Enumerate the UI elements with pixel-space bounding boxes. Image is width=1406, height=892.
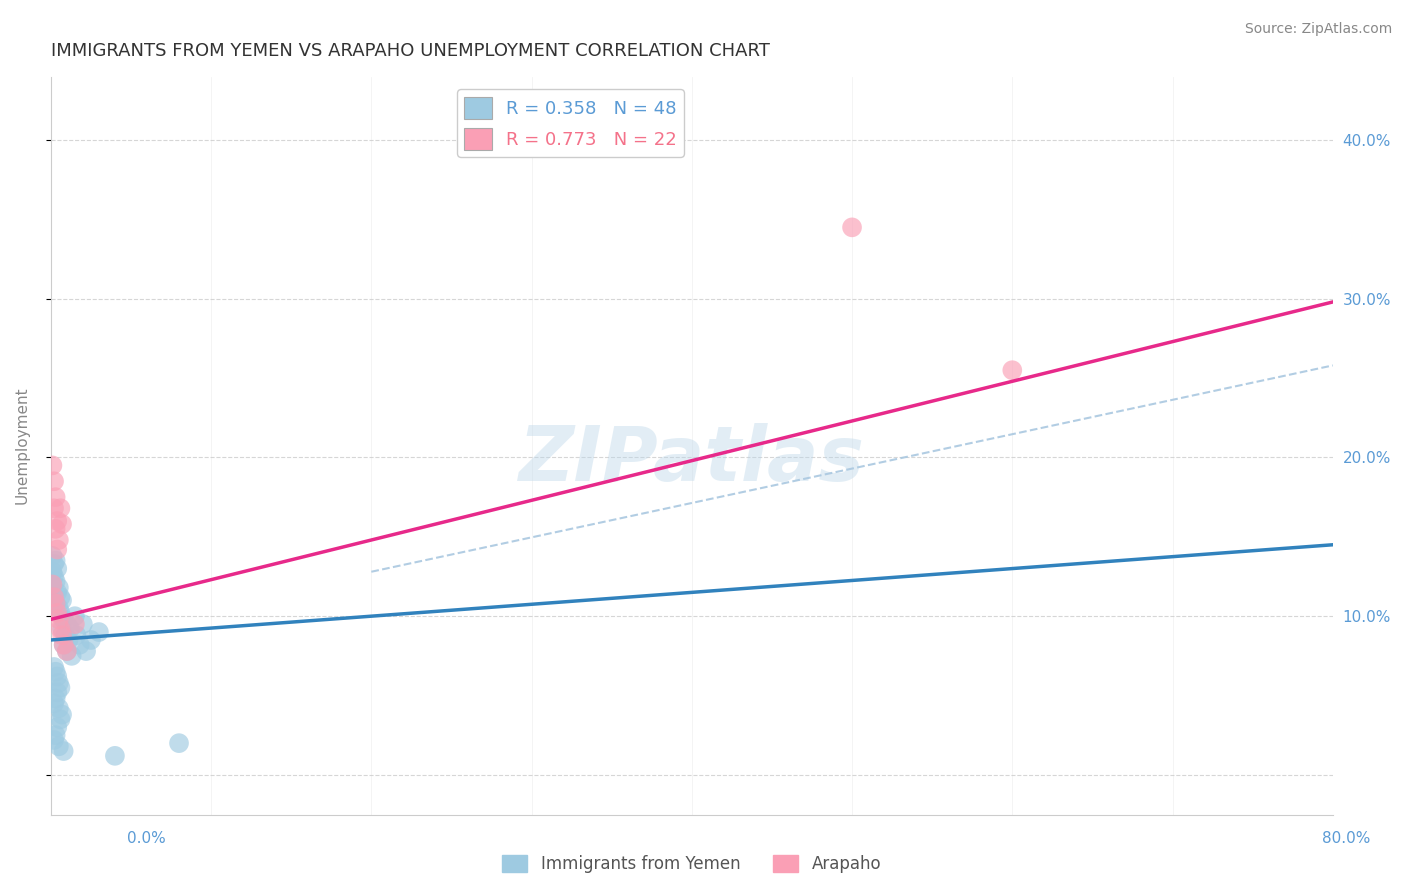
Point — [42, 475, 65, 489]
Point — [48, 612, 70, 626]
Point — [45, 597, 67, 611]
Point — [48, 676, 70, 690]
Point — [42, 733, 65, 747]
Point — [1001, 363, 1024, 377]
Point — [49, 501, 72, 516]
Point — [56, 644, 79, 658]
Point — [41, 577, 63, 591]
Point — [45, 597, 67, 611]
Point — [41, 565, 63, 579]
Point — [167, 736, 190, 750]
Point — [48, 701, 70, 715]
Point — [65, 628, 87, 642]
Text: 80.0%: 80.0% — [1323, 831, 1371, 846]
Point — [42, 590, 65, 604]
Point — [49, 681, 72, 695]
Point — [49, 590, 72, 604]
Point — [53, 628, 76, 642]
Point — [49, 712, 72, 726]
Point — [52, 638, 75, 652]
Point — [72, 617, 94, 632]
Point — [56, 617, 79, 632]
Point — [42, 501, 65, 516]
Point — [48, 533, 70, 547]
Point — [60, 648, 83, 663]
Text: IMMIGRANTS FROM YEMEN VS ARAPAHO UNEMPLOYMENT CORRELATION CHART: IMMIGRANTS FROM YEMEN VS ARAPAHO UNEMPLO… — [51, 42, 769, 60]
Point — [45, 728, 67, 742]
Point — [49, 622, 72, 636]
Point — [46, 585, 69, 599]
Point — [45, 522, 67, 536]
Text: Source: ZipAtlas.com: Source: ZipAtlas.com — [1244, 22, 1392, 37]
Point — [63, 609, 86, 624]
Point — [42, 569, 65, 583]
Point — [45, 554, 67, 568]
Point — [56, 644, 79, 658]
Point — [46, 514, 69, 528]
Point — [49, 606, 72, 620]
Point — [45, 665, 67, 679]
Y-axis label: Unemployment: Unemployment — [15, 387, 30, 504]
Point — [46, 561, 69, 575]
Point — [51, 593, 73, 607]
Point — [48, 581, 70, 595]
Point — [75, 644, 97, 658]
Point — [52, 638, 75, 652]
Point — [41, 458, 63, 473]
Point — [52, 612, 75, 626]
Text: 0.0%: 0.0% — [127, 831, 166, 846]
Point — [51, 707, 73, 722]
Text: ZIPatlas: ZIPatlas — [519, 424, 865, 498]
Point — [63, 617, 86, 632]
Point — [45, 490, 67, 504]
Point — [69, 638, 91, 652]
Point — [51, 517, 73, 532]
Point — [42, 697, 65, 711]
Point — [42, 557, 65, 571]
Point — [80, 632, 103, 647]
Legend: R = 0.358   N = 48, R = 0.773   N = 22: R = 0.358 N = 48, R = 0.773 N = 22 — [457, 89, 683, 157]
Point — [45, 691, 67, 706]
Point — [58, 632, 80, 647]
Point — [46, 542, 69, 557]
Point — [51, 628, 73, 642]
Point — [48, 739, 70, 754]
Point — [46, 685, 69, 699]
Point — [59, 622, 82, 636]
Point — [46, 669, 69, 683]
Point — [48, 601, 70, 615]
Point — [46, 606, 69, 620]
Point — [46, 720, 69, 734]
Point — [41, 549, 63, 563]
Point — [841, 220, 863, 235]
Point — [104, 748, 127, 763]
Point — [87, 625, 110, 640]
Point — [52, 744, 75, 758]
Point — [51, 622, 73, 636]
Point — [45, 574, 67, 589]
Point — [42, 660, 65, 674]
